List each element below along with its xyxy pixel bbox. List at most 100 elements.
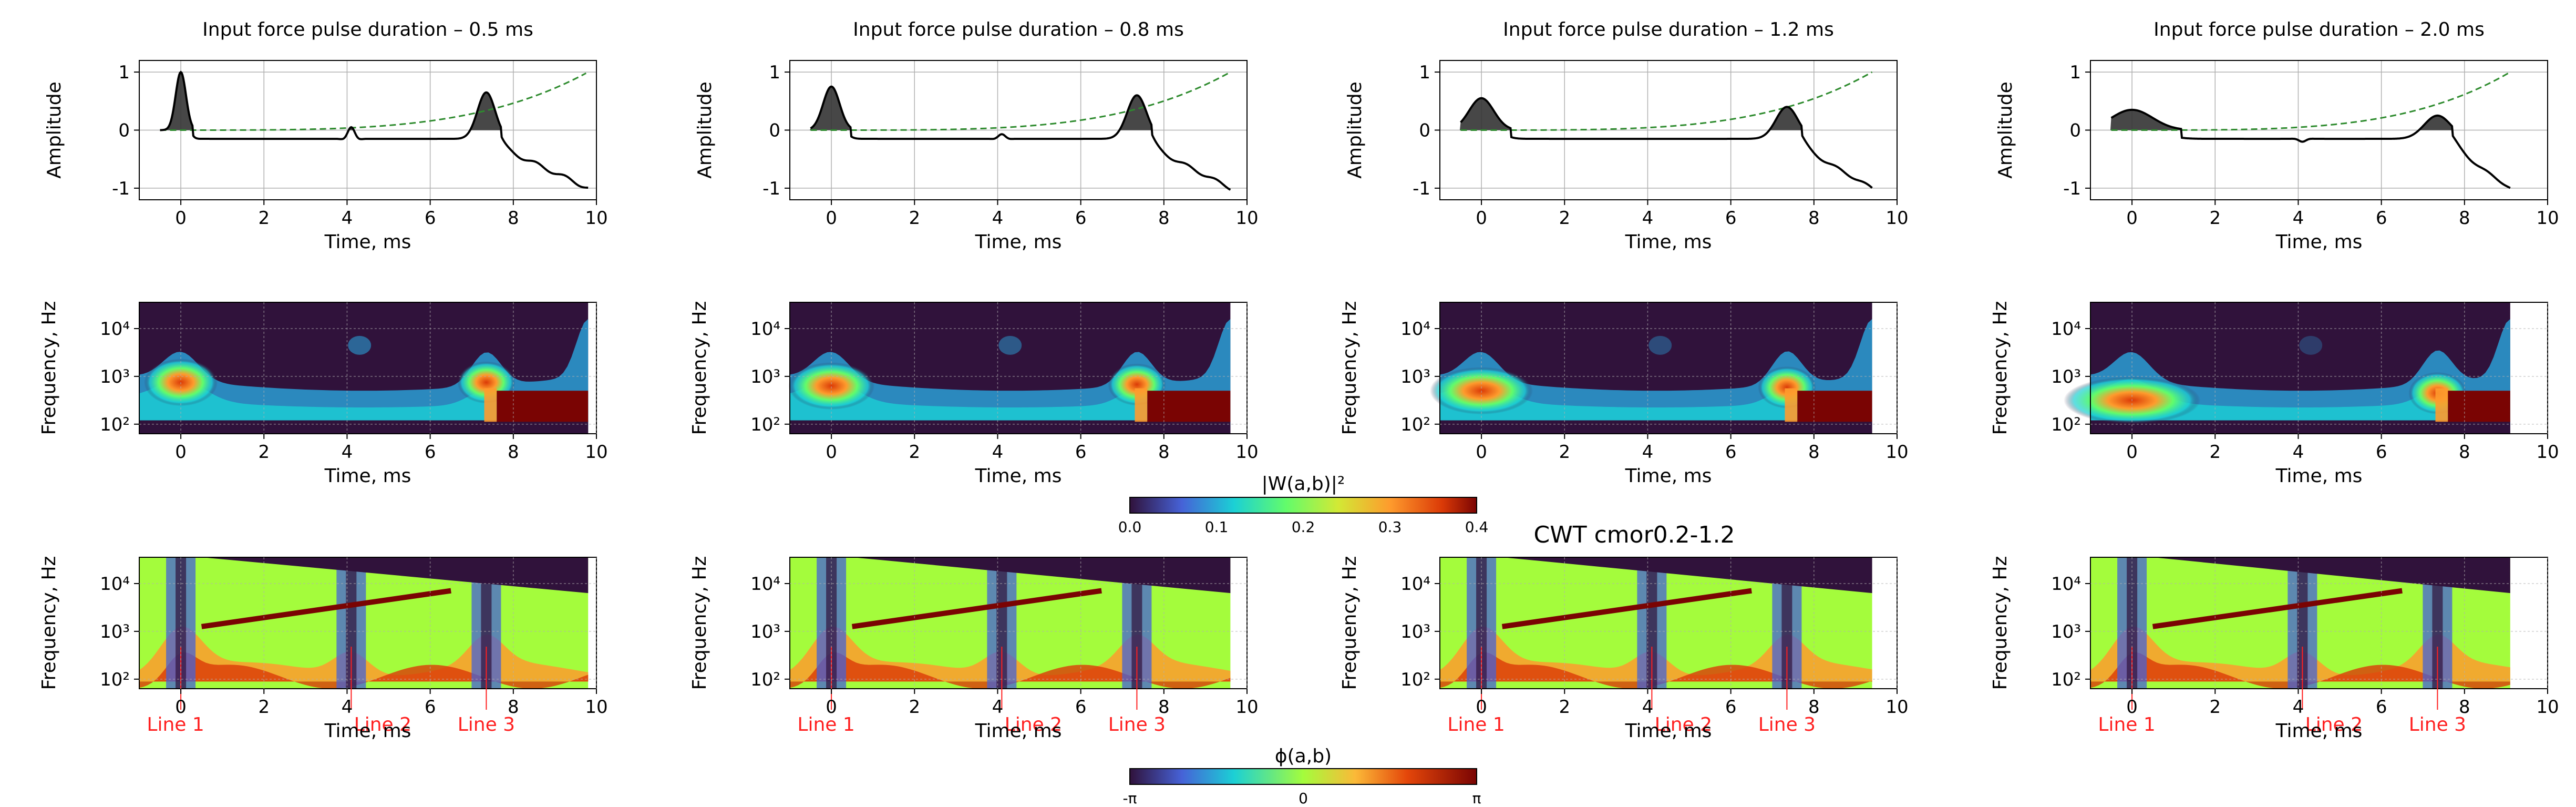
phase-band-core — [1476, 557, 1487, 689]
scalogram-low — [139, 420, 589, 434]
envelope-line — [1460, 71, 1873, 131]
phase-ridge — [2152, 588, 2403, 629]
axes-phase-3: 0 2 4 6 8 10 10² 10³ 10⁴ Time, ms Frequency, Hz — [1990, 556, 2559, 742]
xtick-label: 0 — [826, 697, 837, 718]
xtick-label: 8 — [508, 442, 519, 463]
xtick-label: 0 — [2126, 442, 2138, 463]
axes-signal-0: 0 2 4 6 8 10 -1 0 1 Time, ms Amplitude — [44, 60, 608, 253]
ytick-label: 10³ — [750, 621, 780, 642]
axes-scalogram-2: 0 2 4 6 8 10 10² 10³ 10⁴ Time, ms Frequency, Hz — [1339, 301, 1909, 487]
xtick-label: 0 — [1476, 442, 1487, 463]
xtick-label: 2 — [1559, 208, 1570, 229]
ytick-label: -1 — [112, 178, 130, 199]
phase-lobe-inner — [2090, 652, 2510, 689]
xtick-label: 8 — [1158, 697, 1170, 718]
pulse-fill — [468, 92, 504, 130]
scalogram-tail — [1147, 391, 1231, 422]
xtick-label: 2 — [1559, 697, 1570, 718]
xtick-label: 4 — [992, 208, 1004, 229]
ytick-label: 10² — [1400, 669, 1430, 690]
xtick-label: 4 — [1642, 208, 1654, 229]
y-axis-label: Amplitude — [1995, 81, 2016, 178]
xtick-label: 2 — [2209, 208, 2221, 229]
xtick-label: 10 — [585, 442, 607, 463]
xtick-label: 2 — [1559, 442, 1570, 463]
magnitude-colorbar: |W(a,b)|² 0.0 0.1 0.2 0.3 0.4 — [1118, 473, 1489, 536]
phase-3: Line 1 Line 2 Line 3 — [2090, 557, 2548, 736]
phase-band-core — [996, 557, 1007, 689]
x-axis-label: Time, ms — [975, 465, 1062, 487]
ytick-label: 10³ — [1400, 366, 1430, 387]
xtick-label: 10 — [2536, 442, 2559, 463]
phase-tick-2: π — [1472, 790, 1481, 807]
xtick-label: 2 — [258, 697, 270, 718]
xtick-label: 8 — [1158, 208, 1170, 229]
xtick-label: 10 — [2536, 208, 2559, 229]
y-axis-label: Amplitude — [694, 81, 716, 178]
xtick-label: 6 — [425, 697, 436, 718]
y-axis-label: Frequency, Hz — [38, 301, 60, 435]
ytick-label: 1 — [2069, 62, 2081, 83]
phase-2: Line 1 Line 2 Line 3 — [1439, 557, 1898, 736]
xtick-label: 2 — [909, 208, 920, 229]
scalogram-tail-edge — [2435, 388, 2448, 422]
y-axis-label: Frequency, Hz — [1990, 301, 2011, 435]
xtick-label: 4 — [342, 442, 353, 463]
xtick-label: 6 — [2376, 697, 2387, 718]
xtick-label: 10 — [1235, 208, 1258, 229]
xtick-label: 2 — [2209, 442, 2221, 463]
ytick-label: 10⁴ — [2051, 574, 2081, 595]
xtick-label: 10 — [1885, 442, 1908, 463]
line-label-2: Line 2 — [1655, 714, 1712, 736]
line-label-1: Line 1 — [1447, 714, 1505, 736]
line-label-3: Line 3 — [1758, 714, 1816, 736]
ytick-label: 10³ — [2051, 621, 2081, 642]
ytick-label: 10³ — [2051, 366, 2081, 387]
xtick-label: 8 — [1808, 697, 1820, 718]
xtick-label: 0 — [826, 442, 837, 463]
panel-title-0: Input force pulse duration – 0.5 ms — [202, 19, 533, 40]
ytick-label: 10⁴ — [750, 574, 780, 595]
phase-0: Line 1 Line 2 Line 3 — [139, 557, 597, 736]
panel-title-2: Input force pulse duration – 1.2 ms — [1503, 19, 1834, 40]
phase-lobe-inner — [1440, 652, 1872, 689]
axes-signal-3: 0 2 4 6 8 10 -1 0 1 Time, ms Amplitude — [1995, 60, 2559, 253]
xtick-label: 4 — [2293, 208, 2304, 229]
xtick-label: 6 — [1725, 697, 1737, 718]
scalogram-low — [1440, 420, 1872, 434]
scalogram-3 — [2064, 302, 2548, 434]
pulse-fill — [1765, 107, 1809, 130]
axes-frame — [139, 60, 597, 200]
envelope-line — [810, 72, 1229, 131]
axes-frame — [1439, 60, 1898, 200]
ytick-label: 10² — [2051, 414, 2081, 435]
x-axis-label: Time, ms — [324, 720, 411, 742]
ytick-label: 10² — [750, 669, 780, 690]
ytick-label: 10² — [2051, 669, 2081, 690]
scalogram-tail — [2448, 391, 2510, 422]
axes-signal-2: 0 2 4 6 8 10 -1 0 1 Time, ms Amplitude — [1344, 60, 1909, 253]
ytick-label: 10⁴ — [100, 319, 130, 340]
xtick-label: 4 — [2293, 697, 2304, 718]
y-axis-label: Frequency, Hz — [689, 301, 710, 435]
xtick-label: 0 — [1476, 208, 1487, 229]
line-label-3: Line 3 — [1108, 714, 1166, 736]
phase-band-core — [2432, 557, 2443, 689]
phase-ridge — [851, 588, 1102, 629]
xtick-label: 4 — [1642, 442, 1654, 463]
pulse-fill — [2410, 115, 2465, 130]
phase-ridge — [1501, 588, 1752, 629]
phase-band-core — [346, 557, 357, 689]
axes-phase-0: 0 2 4 6 8 10 10² 10³ 10⁴ Time, ms Frequency, Hz — [38, 556, 608, 742]
pulse-fill — [1446, 98, 1517, 130]
scalogram-1 — [788, 302, 1248, 434]
xtick-label: 4 — [992, 697, 1004, 718]
ytick-label: 10² — [750, 414, 780, 435]
xtick-label: 10 — [1235, 442, 1258, 463]
xtick-label: 8 — [2459, 442, 2470, 463]
xtick-label: 6 — [2376, 208, 2387, 229]
xtick-label: 10 — [1885, 697, 1908, 718]
xtick-label: 4 — [342, 208, 353, 229]
phase-band-core — [2297, 557, 2308, 689]
phase-ridge — [201, 588, 451, 629]
